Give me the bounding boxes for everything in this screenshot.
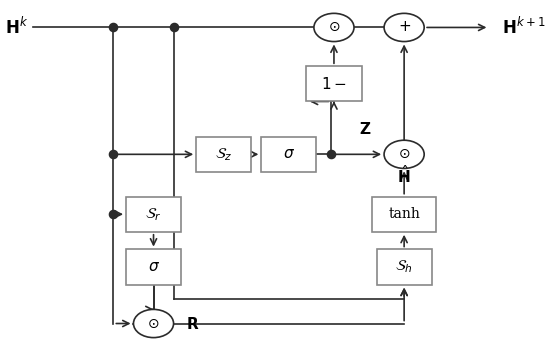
Text: $\mathcal{S}_z$: $\mathcal{S}_z$ [215, 146, 233, 163]
Text: $1-$: $1-$ [321, 76, 347, 92]
Point [109, 151, 118, 157]
FancyBboxPatch shape [126, 197, 181, 232]
Text: $\mathbf{H}^{k+1}$: $\mathbf{H}^{k+1}$ [502, 17, 546, 38]
Text: $\mathbf{H}^k$: $\mathbf{H}^k$ [5, 17, 28, 38]
Text: $+$: $+$ [398, 20, 411, 34]
FancyBboxPatch shape [196, 137, 251, 172]
Circle shape [314, 13, 354, 42]
Point [169, 25, 178, 30]
FancyBboxPatch shape [261, 137, 316, 172]
Text: $\odot$: $\odot$ [147, 316, 160, 330]
Circle shape [384, 140, 424, 168]
Circle shape [384, 13, 424, 42]
Text: $\sigma$: $\sigma$ [283, 147, 295, 161]
Text: $\sigma$: $\sigma$ [147, 260, 160, 274]
Text: tanh: tanh [388, 207, 420, 221]
Text: $\mathbf{R}$: $\mathbf{R}$ [186, 315, 200, 332]
FancyBboxPatch shape [126, 250, 181, 285]
FancyBboxPatch shape [377, 250, 432, 285]
Circle shape [134, 309, 174, 338]
Text: $\hat{\mathbf{H}}$: $\hat{\mathbf{H}}$ [398, 164, 411, 186]
Text: $\odot$: $\odot$ [328, 20, 340, 34]
Point [109, 211, 118, 217]
Text: $\mathcal{S}_r$: $\mathcal{S}_r$ [145, 206, 162, 223]
Text: $\odot$: $\odot$ [398, 147, 410, 161]
FancyBboxPatch shape [306, 66, 361, 101]
Point [109, 25, 118, 30]
Text: $\mathbf{Z}$: $\mathbf{Z}$ [359, 121, 372, 137]
FancyBboxPatch shape [372, 197, 436, 232]
Point [327, 151, 336, 157]
Text: $\mathcal{S}_h$: $\mathcal{S}_h$ [395, 259, 413, 275]
